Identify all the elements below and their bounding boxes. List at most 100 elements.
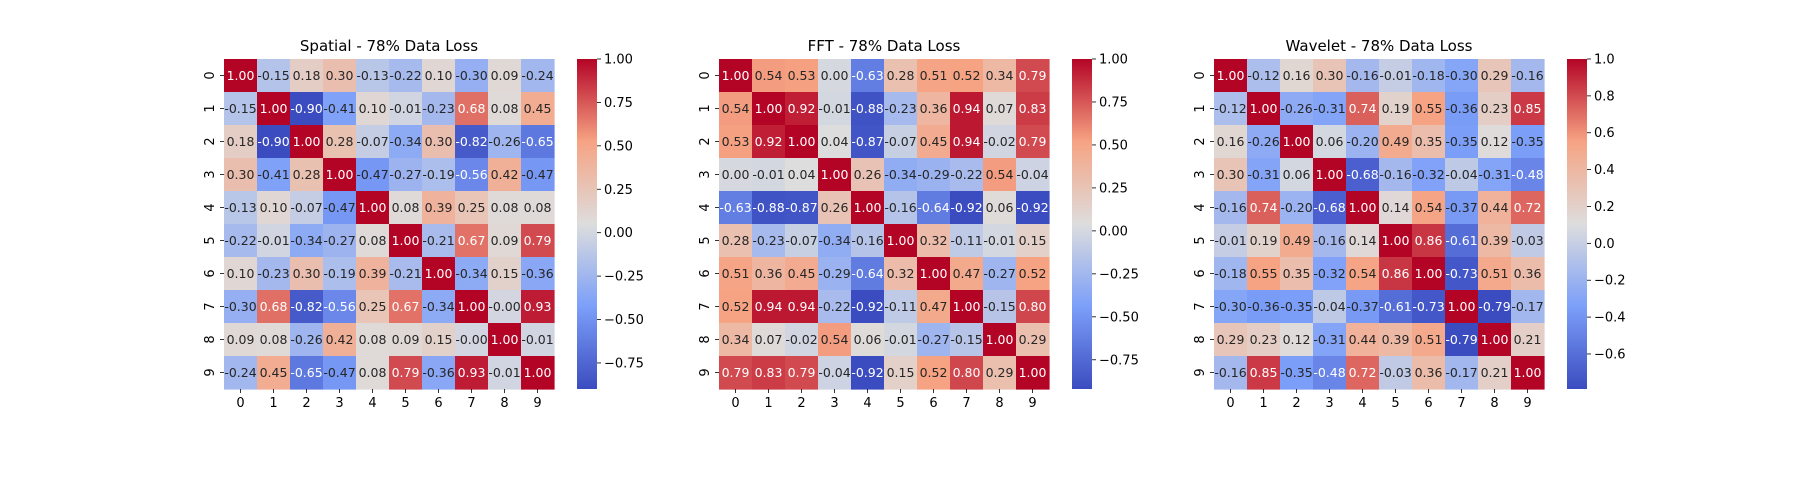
cell-value-label: 0.10 xyxy=(227,266,255,281)
heatmap-cell xyxy=(224,158,258,192)
cell-value-label: 0.00 xyxy=(821,68,849,83)
heatmap-cell xyxy=(1478,191,1512,225)
heatmap-cell xyxy=(224,224,258,258)
cell-value-label: -0.79 xyxy=(1445,332,1477,347)
cell-value-label: -0.30 xyxy=(455,68,487,83)
heatmap-cell xyxy=(389,125,423,159)
cell-value-label: -0.92 xyxy=(950,200,982,215)
cell-value-label: -0.22 xyxy=(950,167,982,182)
y-tick-label: 5 xyxy=(698,236,713,244)
colorbar-tick-label: 0.25 xyxy=(604,183,633,198)
heatmap-cell xyxy=(983,59,1017,93)
x-tick-label: 1 xyxy=(1259,396,1267,411)
heatmap-cell xyxy=(389,158,423,192)
heatmap-cell xyxy=(521,356,555,390)
heatmap-cell xyxy=(488,92,522,126)
heatmap-cell xyxy=(785,125,819,159)
heatmap-cell xyxy=(455,125,489,159)
y-tick-label: 9 xyxy=(203,368,218,376)
cell-value-label: 0.08 xyxy=(359,365,387,380)
heatmap-cell xyxy=(752,224,786,258)
heatmap-cell xyxy=(1247,257,1281,291)
heatmap-cell xyxy=(290,191,324,225)
heatmap-cell xyxy=(422,224,456,258)
x-tick-label: 1 xyxy=(269,396,277,411)
heatmap-cell xyxy=(1247,323,1281,357)
heatmap-cell xyxy=(1247,290,1281,324)
cell-value-label: -0.18 xyxy=(1214,266,1246,281)
cell-value-label: 1.00 xyxy=(722,68,750,83)
cell-value-label: 1.00 xyxy=(755,101,783,116)
y-tick-label: 9 xyxy=(1193,368,1208,376)
colorbar-tick-label: 0.00 xyxy=(1099,224,1128,239)
heatmap-cell xyxy=(422,257,456,291)
heatmap-cell xyxy=(1247,125,1281,159)
heatmap-cell xyxy=(917,356,951,390)
x-tick-label: 4 xyxy=(1358,396,1366,411)
cell-value-label: 0.39 xyxy=(359,266,387,281)
colorbar-tick-label: 0.0 xyxy=(1594,237,1615,252)
cell-value-label: 0.30 xyxy=(293,266,321,281)
cell-value-label: -0.27 xyxy=(389,167,421,182)
heatmap-cell xyxy=(719,290,753,324)
heatmap-cell xyxy=(884,59,918,93)
heatmap-cell xyxy=(1214,257,1248,291)
x-tick-label: 5 xyxy=(401,396,409,411)
cell-value-label: -0.68 xyxy=(1313,200,1345,215)
cell-value-label: 0.44 xyxy=(1349,332,1377,347)
cell-value-label: 0.47 xyxy=(953,266,981,281)
heatmap-cell xyxy=(389,323,423,357)
cell-value-label: 0.83 xyxy=(755,365,783,380)
heatmap-cell xyxy=(1478,158,1512,192)
y-tick-label: 0 xyxy=(203,71,218,79)
cell-value-label: 0.55 xyxy=(1250,266,1278,281)
cell-value-label: 0.30 xyxy=(326,68,354,83)
cell-value-label: -0.36 xyxy=(1445,101,1477,116)
cell-value-label: 0.16 xyxy=(1217,134,1245,149)
heatmap-cell xyxy=(521,158,555,192)
cell-value-label: -0.63 xyxy=(719,200,751,215)
cell-value-label: 0.07 xyxy=(755,332,783,347)
heatmap-cell xyxy=(224,125,258,159)
heatmap-cell xyxy=(1511,59,1545,93)
heatmap-cell xyxy=(1412,125,1446,159)
cell-value-label: -0.24 xyxy=(521,68,553,83)
cell-value-label: 0.54 xyxy=(722,101,750,116)
heatmap-cell xyxy=(1280,356,1314,390)
cell-value-label: -0.19 xyxy=(323,266,355,281)
cell-value-label: -0.61 xyxy=(1379,299,1411,314)
heatmap-cell xyxy=(752,158,786,192)
heatmap-cell xyxy=(1379,125,1413,159)
heatmap-cell xyxy=(752,125,786,159)
cell-value-label: 0.94 xyxy=(788,299,816,314)
cell-value-label: -0.82 xyxy=(455,134,487,149)
cell-value-label: -0.64 xyxy=(917,200,949,215)
x-tick-label: 6 xyxy=(434,396,442,411)
heatmap-cell xyxy=(1412,59,1446,93)
cell-value-label: 0.29 xyxy=(1481,68,1509,83)
heatmap-cell xyxy=(1511,191,1545,225)
cell-value-label: -0.07 xyxy=(884,134,916,149)
cell-value-label: 0.30 xyxy=(1316,68,1344,83)
heatmap-cell xyxy=(1280,224,1314,258)
cell-value-label: 0.34 xyxy=(722,332,750,347)
heatmap-cell xyxy=(752,59,786,93)
heatmap-cell xyxy=(356,290,390,324)
cell-value-label: -0.15 xyxy=(950,332,982,347)
heatmap-cell xyxy=(785,59,819,93)
heatmap-cell xyxy=(719,257,753,291)
heatmap-cell xyxy=(1412,257,1446,291)
x-tick-label: 0 xyxy=(731,396,739,411)
cell-value-label: 0.49 xyxy=(1283,233,1311,248)
heatmap-cell xyxy=(983,290,1017,324)
heatmap-cell xyxy=(488,290,522,324)
cell-value-label: 0.28 xyxy=(887,68,915,83)
y-tick-label: 0 xyxy=(1193,71,1208,79)
cell-value-label: -0.13 xyxy=(356,68,388,83)
cell-value-label: 0.51 xyxy=(920,68,948,83)
heatmap-cell xyxy=(983,224,1017,258)
heatmap-cell xyxy=(818,125,852,159)
cell-value-label: 0.10 xyxy=(359,101,387,116)
cell-value-label: 0.80 xyxy=(953,365,981,380)
